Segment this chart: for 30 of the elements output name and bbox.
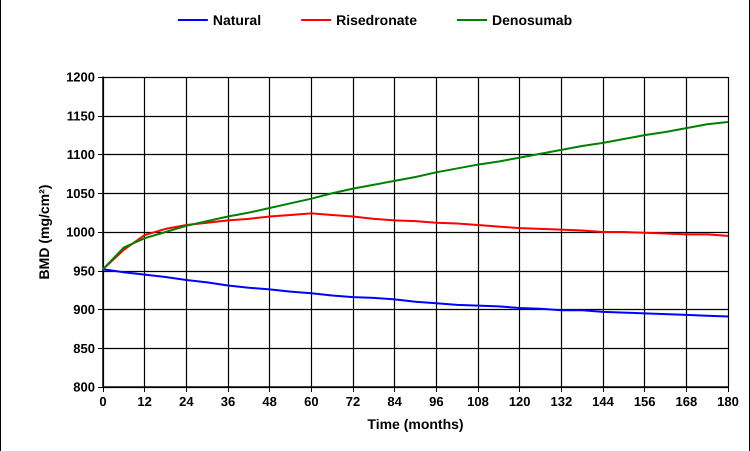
x-tick-label: 132	[550, 394, 572, 409]
y-tick-label: 1200	[66, 70, 95, 84]
x-tick-label: 12	[137, 394, 152, 409]
x-tick-label: 60	[304, 394, 319, 409]
y-tick-label: 1100	[66, 147, 95, 162]
x-tick-label: 120	[508, 394, 531, 409]
legend-label: Risedronate	[336, 12, 418, 28]
x-tick-label: 180	[717, 394, 739, 409]
x-tick-label: 108	[467, 394, 489, 409]
x-tick-label: 84	[387, 394, 403, 409]
y-axis-title: BMD (mg/cm²)	[36, 184, 52, 280]
x-tick-label: 24	[179, 394, 194, 409]
x-tick-label: 48	[262, 394, 277, 409]
x-tick-label: 144	[592, 394, 615, 409]
legend-label: Denosumab	[492, 12, 572, 28]
y-tick-label: 900	[73, 302, 95, 317]
y-tick-label: 800	[73, 380, 95, 394]
y-tick-label: 950	[73, 263, 95, 278]
y-tick-label: 1150	[66, 108, 95, 124]
x-tick-label: 0	[99, 394, 107, 409]
x-tick-label: 168	[675, 394, 698, 409]
legend-label: Natural	[212, 12, 262, 28]
x-tick-label: 96	[429, 394, 444, 409]
y-tick-label: 1000	[66, 224, 95, 240]
x-axis-title: Time (months)	[367, 416, 464, 432]
y-tick-label: 1050	[66, 186, 95, 201]
y-tick-label: 850	[73, 340, 95, 356]
x-tick-label: 156	[634, 394, 656, 409]
x-tick-label: 72	[346, 394, 360, 409]
x-tick-label: 36	[220, 394, 236, 409]
